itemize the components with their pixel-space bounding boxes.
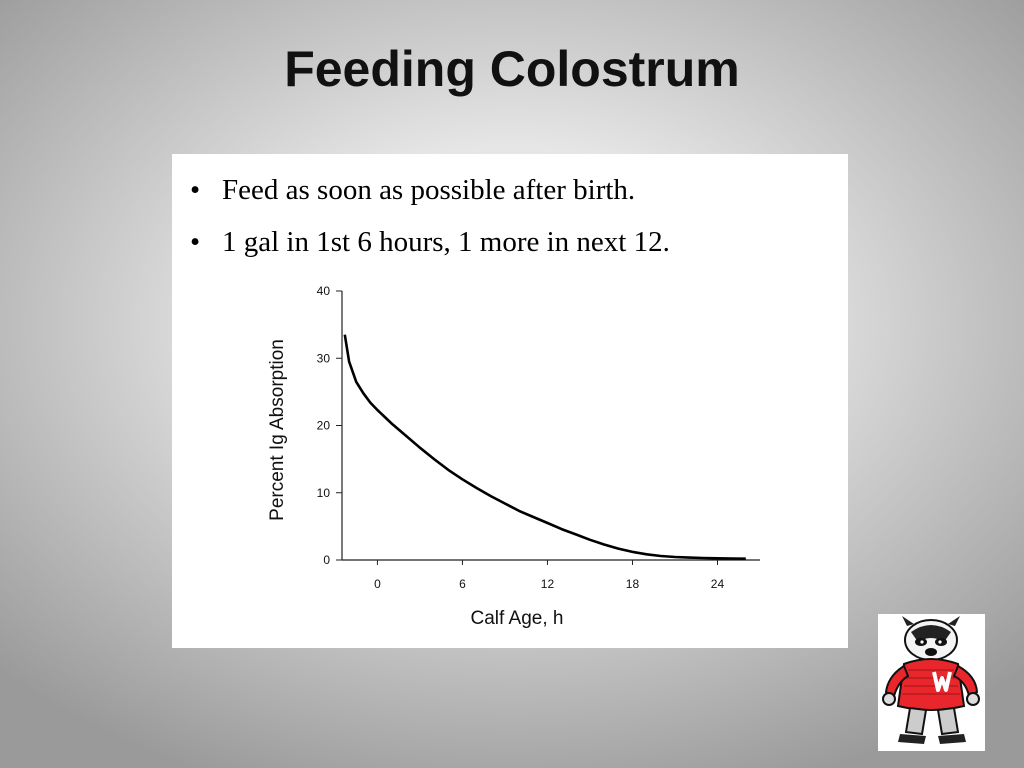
y-tick-label: 30 <box>317 351 331 365</box>
bullet-marker: • <box>190 174 201 206</box>
absorption-chart: 0 10 20 30 40 0 6 12 18 24 Calf Age, h Percent Ig… <box>267 284 760 629</box>
x-tick-label: 18 <box>626 577 640 591</box>
absorption-curve <box>343 334 746 560</box>
slide-title: Feeding Colostrum <box>284 41 740 97</box>
bullet-text: Feed as soon as possible after birth. <box>222 174 636 206</box>
y-tick-label: 10 <box>317 486 331 500</box>
content-image-panel: • Feed as soon as possible after birth. •… <box>172 154 848 648</box>
chart-axes <box>341 291 760 561</box>
chart-series <box>343 334 746 560</box>
chart-ticks: 0 10 20 30 40 0 6 12 18 24 <box>317 284 725 591</box>
x-tick-label: 12 <box>541 577 555 591</box>
bullet-list: • Feed as soon as possible after birth. •… <box>190 170 670 274</box>
bullet-marker: • <box>190 226 201 258</box>
x-tick-label: 0 <box>374 577 381 591</box>
y-tick-label: 20 <box>317 419 331 433</box>
y-axis-label: Percent Ig Absorption <box>267 339 288 521</box>
bullet-text: 1 gal in 1st 6 hours, 1 more in next 12. <box>222 226 670 258</box>
bullet-item: • Feed as soon as possible after birth. <box>190 170 670 222</box>
bullet-item: • 1 gal in 1st 6 hours, 1 more in next 12… <box>190 222 670 274</box>
x-tick-label: 6 <box>459 577 466 591</box>
badger-mascot-icon <box>878 614 985 751</box>
y-tick-label: 40 <box>317 284 331 298</box>
x-tick-label: 24 <box>711 577 725 591</box>
x-axis-label: Calf Age, h <box>471 608 564 629</box>
y-tick-label: 0 <box>323 553 330 567</box>
